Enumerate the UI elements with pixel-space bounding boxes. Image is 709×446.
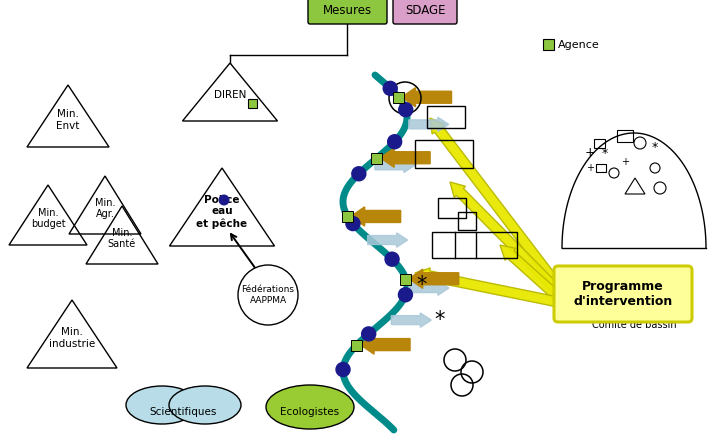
Bar — [400, 274, 411, 285]
Bar — [427, 106, 465, 128]
Text: Fédérations
AAPPMA: Fédérations AAPPMA — [242, 285, 294, 305]
Ellipse shape — [126, 386, 198, 424]
Text: *: * — [602, 146, 608, 160]
Text: Min.
Envt: Min. Envt — [56, 109, 79, 131]
Text: Min.
Agr.: Min. Agr. — [95, 198, 116, 219]
FancyArrow shape — [351, 207, 401, 226]
Bar — [351, 339, 362, 351]
FancyBboxPatch shape — [308, 0, 387, 24]
FancyArrow shape — [360, 335, 410, 354]
FancyArrow shape — [500, 245, 562, 301]
FancyArrow shape — [450, 182, 562, 294]
Text: +: + — [621, 157, 629, 167]
Text: *: * — [417, 275, 428, 295]
Circle shape — [398, 103, 413, 117]
Bar — [594, 139, 605, 148]
Text: Police
eau
et pêche: Police eau et pêche — [196, 195, 247, 229]
FancyArrow shape — [409, 117, 449, 132]
Circle shape — [388, 135, 402, 149]
Circle shape — [336, 363, 350, 376]
Bar — [432, 232, 517, 258]
Text: Mesures: Mesures — [323, 4, 372, 17]
Text: Min.
budget: Min. budget — [30, 208, 65, 229]
Circle shape — [398, 288, 413, 302]
Ellipse shape — [266, 385, 354, 429]
Bar — [371, 153, 382, 164]
FancyArrow shape — [380, 148, 430, 167]
Bar — [415, 140, 473, 168]
Circle shape — [352, 167, 366, 181]
FancyArrow shape — [367, 233, 408, 247]
Bar — [438, 198, 466, 218]
Text: DIREN: DIREN — [214, 91, 246, 100]
FancyArrow shape — [430, 118, 562, 289]
Circle shape — [384, 81, 397, 95]
Circle shape — [218, 194, 230, 206]
Text: Min.
industrie: Min. industrie — [49, 327, 95, 349]
FancyArrow shape — [409, 281, 449, 295]
Text: *: * — [435, 310, 445, 330]
FancyArrow shape — [375, 158, 415, 173]
Bar — [617, 130, 633, 142]
Text: Scientifiques: Scientifiques — [150, 407, 217, 417]
Bar — [596, 164, 606, 172]
Text: *: * — [652, 140, 658, 153]
FancyArrow shape — [401, 88, 452, 107]
Circle shape — [238, 265, 298, 325]
Bar — [458, 212, 476, 230]
Text: +: + — [586, 163, 594, 173]
FancyArrow shape — [409, 269, 459, 289]
Bar — [393, 92, 403, 103]
Ellipse shape — [169, 386, 241, 424]
Circle shape — [346, 217, 360, 231]
Text: +: + — [585, 145, 596, 158]
FancyBboxPatch shape — [554, 266, 692, 322]
Text: SDAGE: SDAGE — [405, 4, 445, 17]
Text: Programme
d'intervention: Programme d'intervention — [574, 280, 673, 308]
Text: Min.
Santé: Min. Santé — [108, 227, 136, 249]
Bar — [248, 99, 257, 108]
FancyArrow shape — [391, 313, 431, 327]
Text: Comité de bassin: Comité de bassin — [592, 320, 676, 330]
Circle shape — [362, 327, 376, 341]
Text: Agence: Agence — [558, 40, 600, 50]
Bar — [342, 211, 352, 223]
FancyBboxPatch shape — [393, 0, 457, 24]
Text: Ecologistes: Ecologistes — [281, 407, 340, 417]
Bar — [543, 39, 554, 50]
Circle shape — [385, 252, 399, 266]
FancyArrow shape — [415, 268, 559, 307]
